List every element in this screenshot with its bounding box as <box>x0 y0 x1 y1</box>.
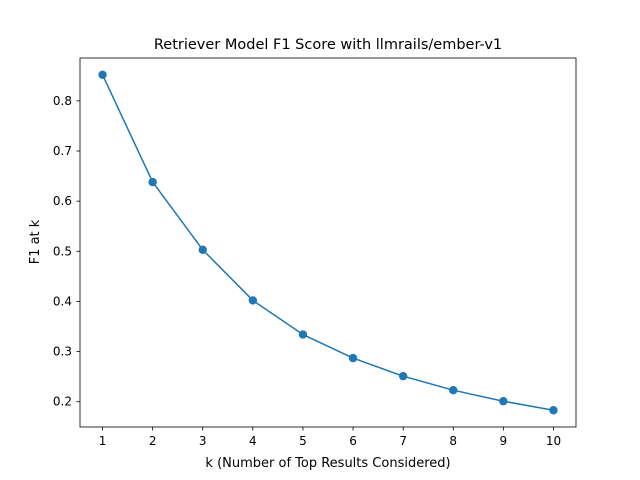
x-axis-ticks: 1 2 3 4 5 6 7 8 9 10 <box>99 427 561 448</box>
data-point-marker <box>398 371 408 381</box>
data-point-marker <box>499 397 508 406</box>
y-tick-label: 0.6 <box>53 194 72 208</box>
data-point-marker <box>98 70 107 79</box>
y-tick-label: 0.2 <box>53 395 72 409</box>
plot-area-frame <box>79 57 577 428</box>
y-tick-label: 0.4 <box>53 294 72 308</box>
chart-title: Retriever Model F1 Score with llmrails/e… <box>154 37 502 53</box>
x-tick-label: 5 <box>299 434 307 448</box>
x-tick-label: 2 <box>149 434 157 448</box>
x-tick-label: 10 <box>546 434 561 448</box>
y-tick-label: 0.7 <box>53 144 72 158</box>
x-tick-label: 1 <box>99 434 107 448</box>
data-point-marker <box>148 177 157 187</box>
x-tick-label: 7 <box>399 434 407 448</box>
x-axis-label: k (Number of Top Results Considered) <box>205 456 450 471</box>
y-axis-label: F1 at k <box>28 219 43 264</box>
x-tick-label: 9 <box>500 434 508 448</box>
series-line <box>101 74 555 411</box>
x-tick-label: 3 <box>199 434 207 448</box>
x-tick-label: 8 <box>449 434 457 448</box>
data-point-marker <box>298 330 308 339</box>
data-series <box>98 70 558 415</box>
x-tick-label: 4 <box>249 434 257 448</box>
data-point-marker <box>449 385 458 395</box>
y-axis-ticks: 0.2 0.3 0.4 0.5 0.6 0.7 0.8 <box>53 94 80 409</box>
x-tick-label: 6 <box>349 434 357 448</box>
data-point-marker <box>549 406 558 415</box>
y-tick-label: 0.3 <box>53 345 72 359</box>
y-tick-label: 0.5 <box>53 244 72 258</box>
data-point-marker <box>198 245 207 254</box>
y-tick-label: 0.8 <box>53 94 72 108</box>
data-point-marker <box>348 353 358 363</box>
data-point-marker <box>248 296 258 305</box>
